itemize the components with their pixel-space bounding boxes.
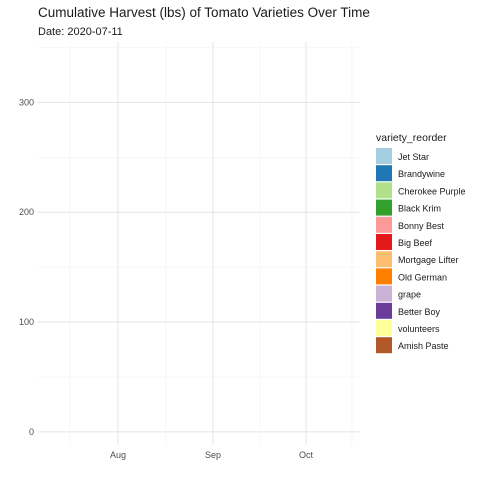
y-tick-label: 100 — [19, 317, 34, 327]
legend-swatch — [376, 165, 392, 182]
legend: variety_reorder Jet Star Brandywine Cherok… — [376, 132, 466, 354]
legend-label: grape — [398, 290, 421, 300]
y-tick-label: 200 — [19, 207, 34, 217]
legend-swatch — [376, 320, 392, 336]
legend-swatch — [376, 234, 392, 250]
legend-label: Mortgage Lifter — [398, 255, 459, 265]
y-tick-label: 300 — [19, 97, 34, 107]
legend-title: variety_reorder — [376, 132, 447, 144]
legend-label: Bonny Best — [398, 221, 445, 231]
legend-swatch — [376, 216, 392, 233]
legend-label: Amish Paste — [398, 341, 449, 351]
legend-swatch — [376, 148, 392, 164]
legend-label: Black Krim — [398, 204, 441, 214]
legend-label: Jet Star — [398, 152, 429, 162]
legend-swatch — [376, 199, 392, 216]
x-tick-label: Aug — [110, 450, 126, 460]
legend-label: Brandywine — [398, 169, 445, 179]
x-tick-label: Oct — [299, 450, 314, 460]
chart-subtitle: Date: 2020-07-11 — [38, 26, 123, 38]
x-tick-label: Sep — [205, 450, 221, 460]
legend-label: Old German — [398, 272, 447, 282]
legend-swatch — [376, 182, 392, 199]
legend-swatch — [376, 268, 392, 285]
legend-label: Cherokee Purple — [398, 186, 466, 196]
legend-swatch — [376, 285, 392, 302]
plot-area: 0 100 200 300 Aug Sep Oct — [19, 42, 360, 460]
legend-swatch — [376, 302, 392, 319]
legend-swatch — [376, 251, 392, 268]
legend-label: volunteers — [398, 324, 440, 334]
legend-label: Better Boy — [398, 307, 441, 317]
legend-items: Jet Star Brandywine Cherokee Purple Black K… — [376, 148, 466, 354]
legend-swatch — [376, 337, 392, 354]
y-tick-label: 0 — [29, 427, 34, 437]
legend-label: Big Beef — [398, 238, 433, 248]
chart-title: Cumulative Harvest (lbs) of Tomato Varie… — [38, 5, 370, 20]
